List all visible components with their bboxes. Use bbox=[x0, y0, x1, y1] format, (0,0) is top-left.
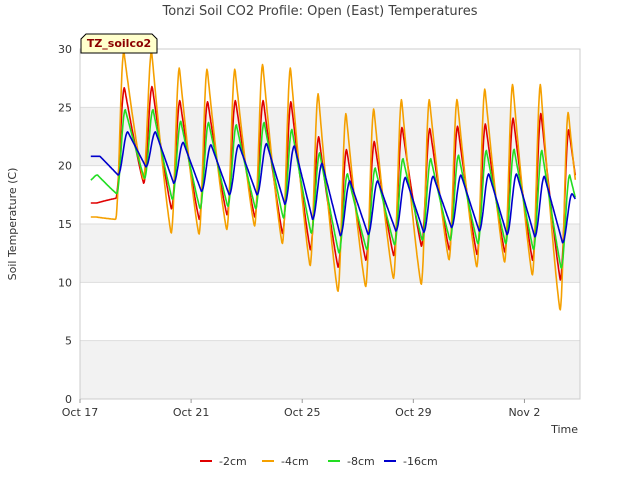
x-axis-label: Time bbox=[550, 423, 578, 436]
y-tick-label: 25 bbox=[58, 101, 72, 114]
legend-label-minus-8cm: -8cm bbox=[347, 455, 375, 468]
site-badge: TZ_soilco2 bbox=[80, 33, 158, 54]
x-tick-label: Oct 21 bbox=[173, 406, 210, 419]
legend: -2cm -4cm -8cm -16cm bbox=[200, 455, 438, 468]
y-tick-label: 10 bbox=[58, 276, 72, 289]
plot-band bbox=[80, 340, 580, 399]
x-tick-label: Nov 2 bbox=[508, 406, 540, 419]
legend-label-minus-16cm: -16cm bbox=[403, 455, 438, 468]
y-tick-label: 5 bbox=[65, 335, 72, 348]
legend-label-minus-2cm: -2cm bbox=[219, 455, 247, 468]
x-tick-label: Oct 29 bbox=[395, 406, 432, 419]
series-layer bbox=[90, 50, 577, 311]
badge-text: TZ_soilco2 bbox=[87, 37, 151, 50]
y-tick-label: 15 bbox=[58, 218, 72, 231]
badge-shape bbox=[80, 33, 158, 54]
x-tick-label: Oct 17 bbox=[62, 406, 99, 419]
x-tick-label: Oct 25 bbox=[284, 406, 321, 419]
series-line-minus-16cm bbox=[90, 131, 576, 244]
y-axis-ticks: 0 5 10 15 20 25 30 bbox=[58, 43, 72, 406]
y-axis-label: Soil Temperature (C) bbox=[6, 168, 19, 281]
legend-label-minus-4cm: -4cm bbox=[281, 455, 309, 468]
x-axis-ticks: Oct 17 Oct 21 Oct 25 Oct 29 Nov 2 bbox=[62, 399, 540, 419]
chart-title: Tonzi Soil CO2 Profile: Open (East) Temp… bbox=[161, 4, 477, 19]
plot-frame bbox=[79, 48, 581, 400]
y-tick-label: 0 bbox=[65, 393, 72, 406]
y-tick-label: 20 bbox=[58, 160, 72, 173]
series-line-minus-4cm bbox=[90, 50, 577, 311]
y-tick-label: 30 bbox=[58, 43, 72, 56]
plot-band bbox=[80, 224, 580, 283]
